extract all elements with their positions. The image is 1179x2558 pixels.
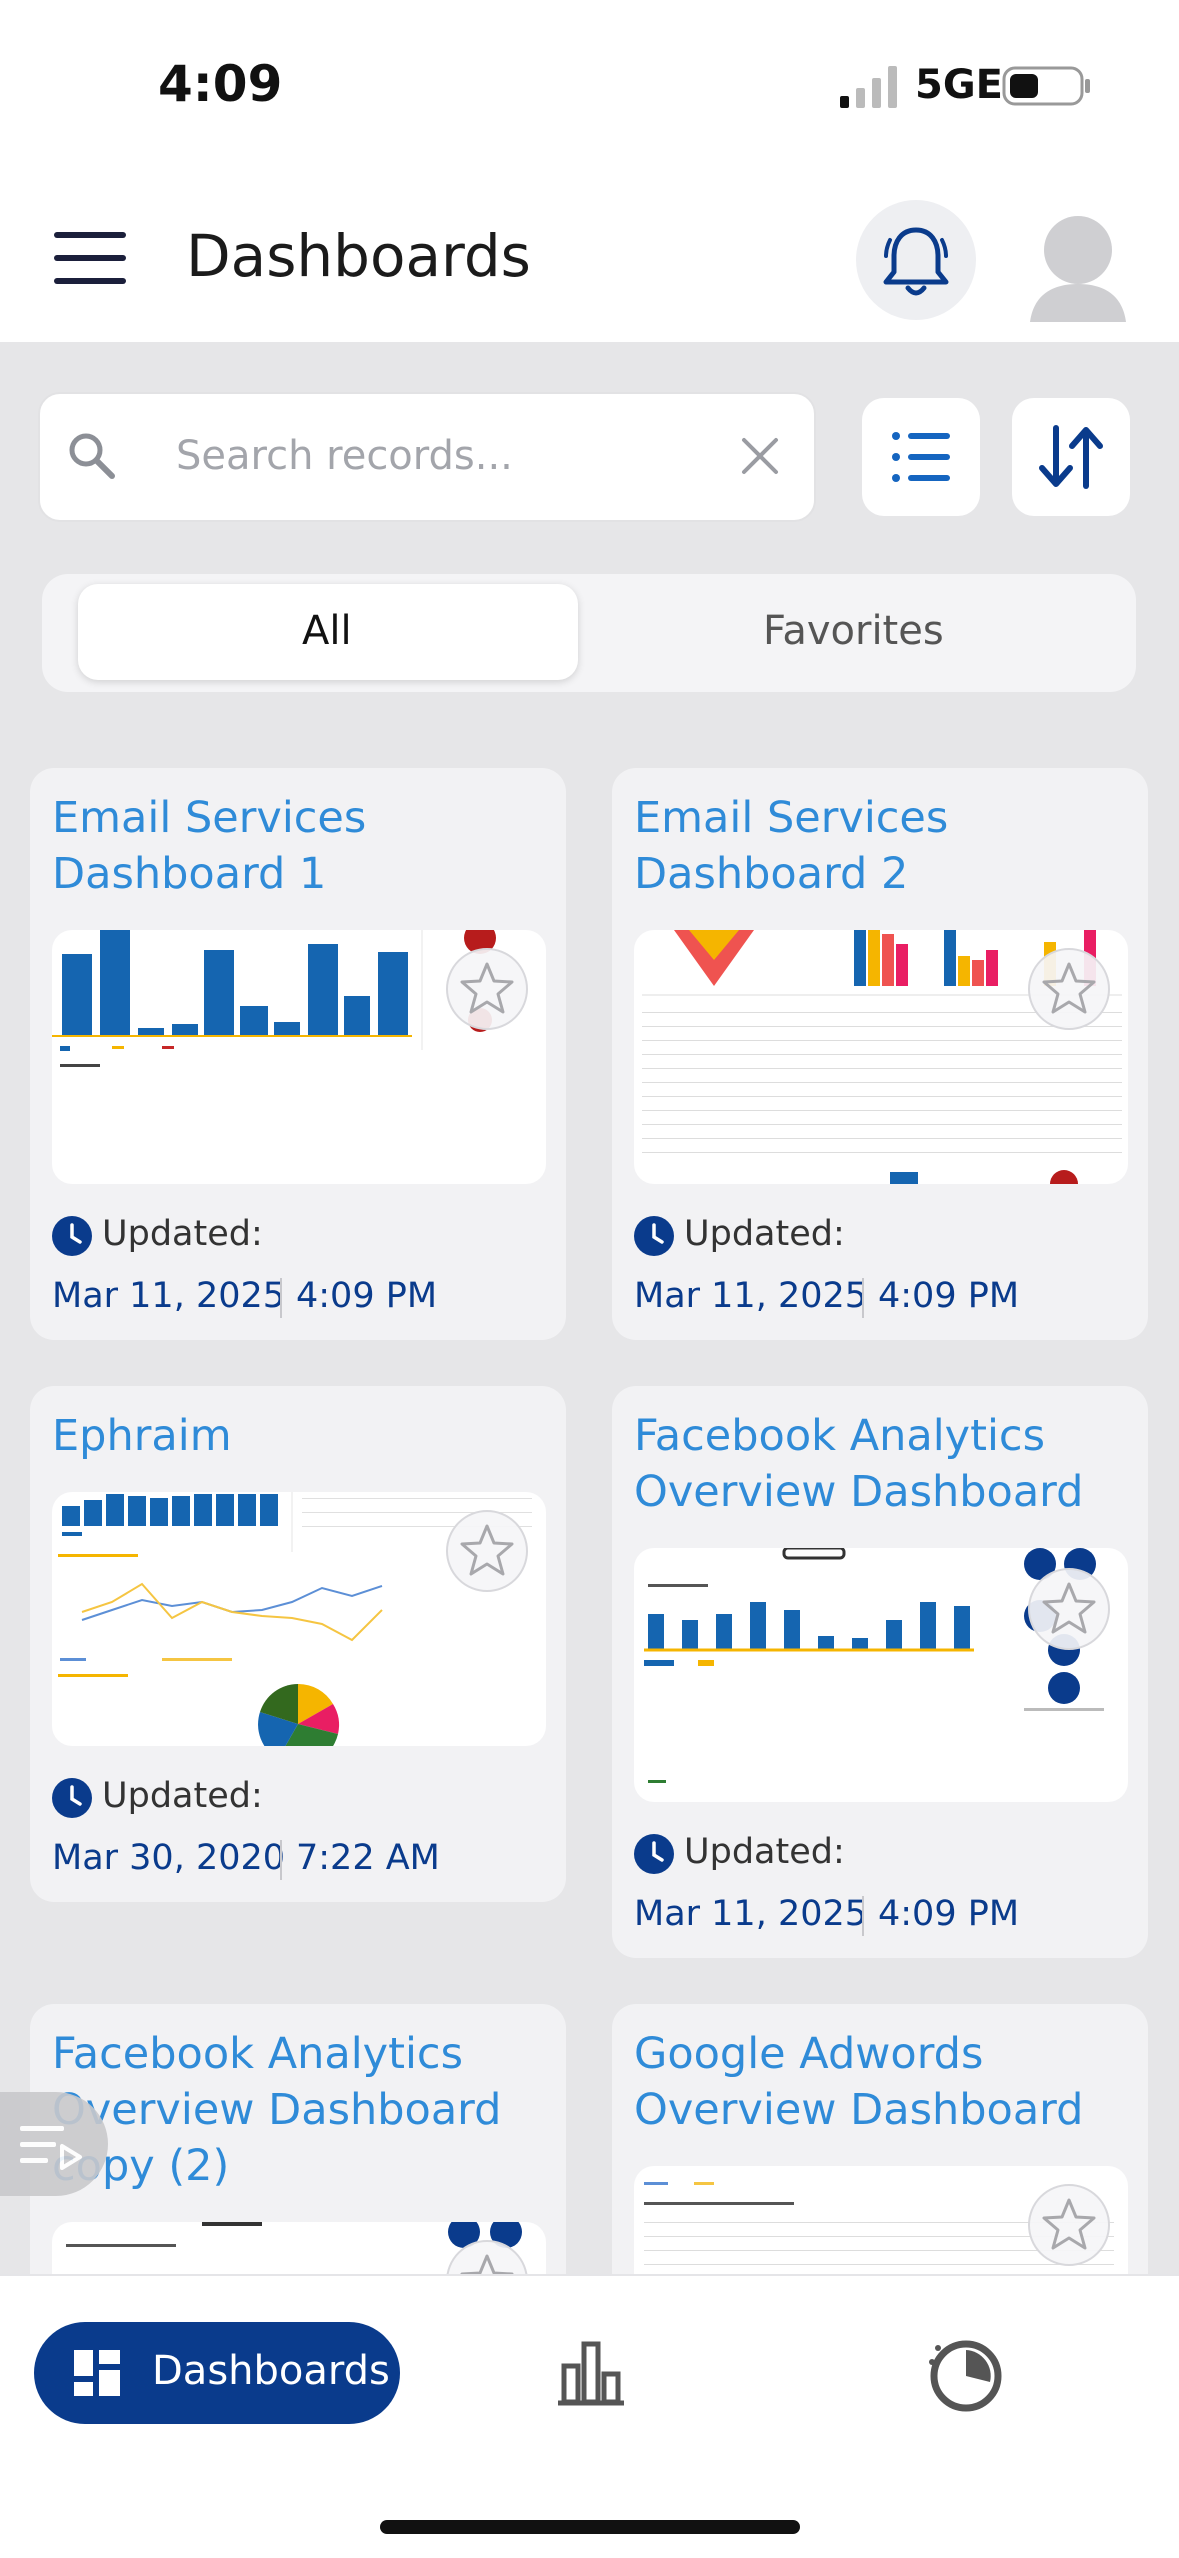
status-time: 4:09 — [158, 55, 283, 113]
updated-time: 7:22 AM — [296, 1838, 440, 1878]
history-icon[interactable] — [926, 2336, 1006, 2416]
bell-icon — [883, 227, 949, 296]
network-label: 5GE — [915, 62, 1003, 108]
notifications-button[interactable] — [856, 200, 976, 320]
battery-icon — [1002, 64, 1092, 108]
clear-search-icon[interactable] — [740, 436, 780, 476]
search-icon — [66, 430, 116, 480]
updated-time: 4:09 PM — [878, 1276, 1020, 1316]
nav-dashboards-label: Dashboards — [152, 2348, 390, 2394]
card-title[interactable]: Overview Dashboard — [52, 2085, 502, 2135]
updated-label: Updated: — [102, 1776, 263, 1816]
card-title[interactable]: Ephraim — [52, 1411, 232, 1461]
avatar[interactable] — [1028, 206, 1128, 322]
page-title: Dashboards — [186, 222, 531, 290]
clock-icon — [52, 1778, 92, 1818]
bar-chart-icon[interactable] — [558, 2340, 624, 2406]
card-title[interactable]: Facebook Analytics — [634, 1411, 1045, 1461]
side-panel-toggle[interactable] — [0, 2092, 108, 2196]
nav-dashboards[interactable] — [34, 2322, 400, 2424]
clock-icon — [634, 1834, 674, 1874]
card-title[interactable]: Email Services — [52, 793, 367, 843]
divider — [862, 1278, 864, 1318]
card-title[interactable]: Dashboard 2 — [634, 849, 909, 899]
card-title[interactable]: Facebook Analytics — [52, 2029, 463, 2079]
updated-time: 4:09 PM — [878, 1894, 1020, 1934]
sort-button[interactable] — [1012, 398, 1130, 516]
card-title[interactable]: Overview Dashboard — [634, 2085, 1084, 2135]
card-title[interactable]: Dashboard 1 — [52, 849, 327, 899]
list-icon — [892, 432, 950, 482]
dashboard-grid-icon — [74, 2350, 120, 2396]
favorite-star-icon[interactable] — [1028, 948, 1110, 1030]
clock-icon — [634, 1216, 674, 1256]
menu-icon[interactable] — [52, 228, 128, 288]
app-header — [0, 180, 1179, 342]
search-box[interactable] — [38, 392, 816, 522]
favorite-star-icon[interactable] — [446, 1510, 528, 1592]
card-title[interactable]: Email Services — [634, 793, 949, 843]
sort-icon — [1039, 425, 1103, 489]
updated-label: Updated: — [684, 1214, 845, 1254]
card-title[interactable]: Google Adwords — [634, 2029, 984, 2079]
tab-favorites[interactable]: Favorites — [763, 608, 944, 654]
favorite-star-icon[interactable] — [446, 948, 528, 1030]
favorite-star-icon[interactable] — [1028, 2184, 1110, 2266]
signal-icon — [838, 64, 900, 108]
updated-time: 4:09 PM — [296, 1276, 438, 1316]
divider — [280, 1840, 282, 1880]
search-input[interactable]: Search records... — [176, 433, 513, 479]
clock-icon — [52, 1216, 92, 1256]
updated-date: Mar 30, 2020 — [52, 1838, 286, 1878]
favorite-star-icon[interactable] — [1028, 1568, 1110, 1650]
divider — [280, 1278, 282, 1318]
tab-all[interactable] — [78, 584, 578, 680]
tab-all-label: All — [302, 608, 352, 654]
updated-date: Mar 11, 2025 — [634, 1894, 868, 1934]
updated-date: Mar 11, 2025 — [52, 1276, 286, 1316]
bottom-nav — [0, 2274, 1179, 2558]
card-title[interactable]: Overview Dashboard — [634, 1467, 1084, 1517]
updated-date: Mar 11, 2025 — [634, 1276, 868, 1316]
home-indicator — [380, 2520, 800, 2534]
updated-label: Updated: — [684, 1832, 845, 1872]
playlist-icon — [20, 2126, 82, 2170]
divider — [862, 1896, 864, 1936]
updated-label: Updated: — [102, 1214, 263, 1254]
status-bar — [0, 0, 1179, 180]
list-view-button[interactable] — [862, 398, 980, 516]
